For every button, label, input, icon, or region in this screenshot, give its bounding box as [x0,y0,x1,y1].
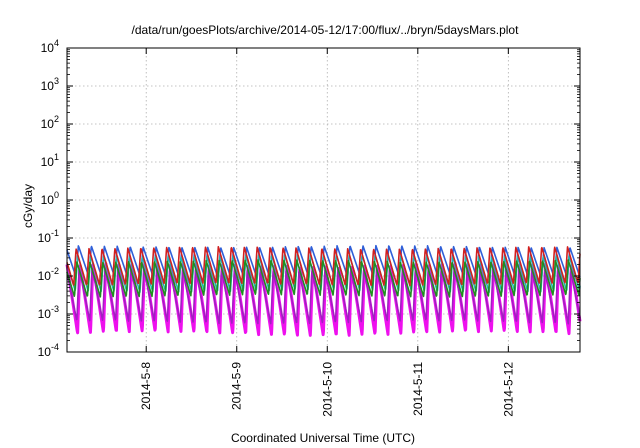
y-tick-label: 10-4 [38,342,59,359]
series-line [66,246,581,287]
y-tick-label: 10-1 [38,228,59,245]
series-layer [65,244,582,337]
y-tick-label: 100 [41,190,59,207]
x-tick-label: 2014-5-8 [139,362,153,410]
y-tick-label: 103 [41,76,59,93]
chart-title: /data/run/goesPlots/archive/2014-05-12/1… [132,23,520,37]
grid [67,48,580,352]
series-line [66,259,581,298]
y-axis-label: cGy/day [21,184,35,228]
x-tick-label: 2014-5-10 [320,362,334,417]
y-tick-label: 104 [41,38,59,55]
y-tick-label: 10-2 [38,266,59,283]
y-axis-ticks: 10-4 10-3 10-2 10-1 100 101 102 103 104 [38,38,580,359]
y-tick-label: 101 [41,152,59,169]
y-tick-label: 10-3 [38,304,59,321]
x-axis-label: Coordinated Universal Time (UTC) [231,431,415,445]
x-tick-label: 2014-5-9 [230,362,244,410]
x-tick-label: 2014-5-11 [411,362,425,416]
x-axis-ticks: 2014-5-8 2014-5-9 2014-5-10 2014-5-11 2014-5… [139,48,515,417]
y-tick-label: 102 [41,114,59,131]
x-tick-label: 2014-5-12 [501,362,515,417]
